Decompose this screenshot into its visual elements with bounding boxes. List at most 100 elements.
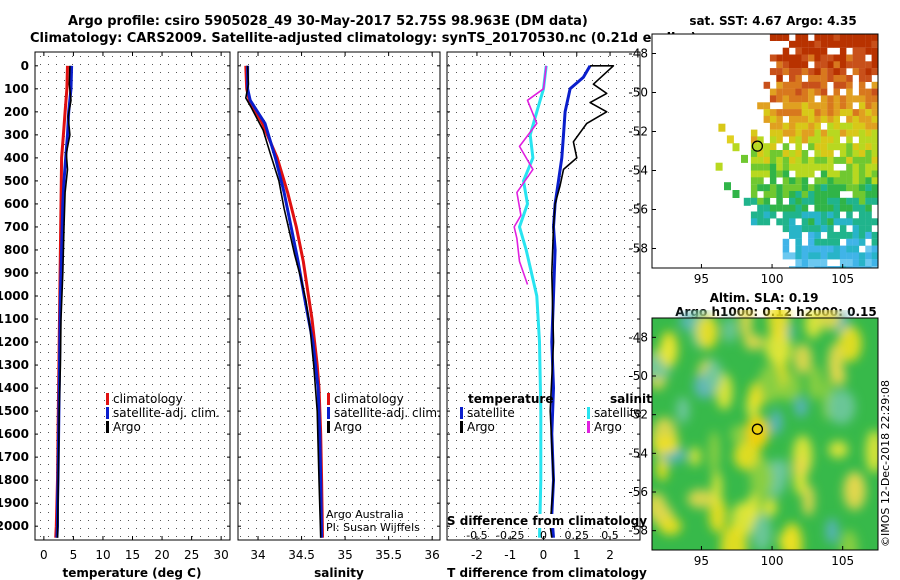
sst-cell <box>852 204 860 212</box>
sst-cell <box>801 204 809 212</box>
sst-cell <box>827 68 834 76</box>
sst-cell <box>871 266 878 268</box>
sst-cell <box>789 88 796 96</box>
sst-cell <box>808 88 815 96</box>
sst-cell <box>865 163 872 171</box>
sst-cell <box>846 177 853 185</box>
sst-cell <box>814 40 821 48</box>
sst-cell <box>839 252 847 260</box>
sst-cell <box>827 143 834 151</box>
sst-cell <box>827 150 834 157</box>
legend-label-climatology: climatology <box>334 392 404 406</box>
sst-cell <box>808 109 815 117</box>
sst-cell <box>858 143 866 151</box>
sst-cell <box>757 177 764 185</box>
sst-cell <box>846 81 853 89</box>
sst-cell <box>858 218 866 226</box>
sst-cell <box>839 34 847 41</box>
sst-cell <box>718 123 726 132</box>
sst-cell <box>820 218 828 226</box>
sst-cell <box>858 184 866 192</box>
sst-cell <box>833 102 840 110</box>
sst-cell <box>782 170 790 178</box>
sst-cell <box>865 218 872 226</box>
sst-cell <box>858 156 866 164</box>
sst-cell <box>795 143 802 151</box>
sst-cell <box>795 266 802 268</box>
sst-cell <box>808 238 815 246</box>
sst-cell <box>878 143 885 150</box>
top-tick-label: 0.25 <box>565 529 590 542</box>
sst-cell <box>782 122 790 130</box>
sst-cell <box>782 184 790 192</box>
sst-cell <box>776 61 783 69</box>
sst-cell <box>833 238 840 246</box>
sst-cell <box>858 115 866 123</box>
x-tick-label: 20 <box>154 548 169 562</box>
depth-tick-label: 1200 <box>0 335 29 349</box>
sst-cell <box>789 115 796 123</box>
sst-cell <box>820 75 828 82</box>
series-line-s-satellite <box>518 65 548 538</box>
sst-cell <box>878 123 885 130</box>
sst-cell <box>846 184 853 192</box>
sst-cell <box>858 136 866 144</box>
legend-label-t-satellite: satellite <box>467 406 515 420</box>
sst-cell <box>795 163 802 171</box>
sst-cell <box>833 136 840 144</box>
sla-blob <box>781 522 803 550</box>
sst-cell <box>839 122 847 130</box>
sst-cell <box>871 197 878 205</box>
sst-cell <box>789 75 796 82</box>
temperature-x-ticks: 0 5 10 15 20 25 30 <box>40 52 229 562</box>
sst-cell <box>852 129 860 137</box>
x-tick-label: 0 <box>40 548 48 562</box>
sst-cell <box>769 68 777 76</box>
sst-cell <box>833 109 840 117</box>
depth-tick-label: 2000 <box>0 519 29 533</box>
sst-cell <box>858 150 866 157</box>
sst-cell <box>757 136 764 144</box>
legend-swatch-s-satellite <box>587 407 590 419</box>
sst-cell <box>801 136 809 144</box>
sst-cell <box>878 109 885 116</box>
sst-cell <box>789 136 796 144</box>
sst-cell <box>827 184 834 192</box>
sst-cell <box>878 198 885 205</box>
sst-cell <box>750 177 758 185</box>
sst-cell <box>820 109 828 117</box>
sst-cell <box>846 34 853 41</box>
sst-cell <box>839 68 847 76</box>
sst-cell <box>782 156 790 164</box>
sst-cell <box>871 184 878 192</box>
sst-cell <box>763 204 771 212</box>
depth-tick-label: 1800 <box>0 473 29 487</box>
sst-cell <box>839 95 847 103</box>
argo-float-location-marker <box>751 140 764 152</box>
sst-cell <box>833 81 840 89</box>
sla-blob <box>689 446 701 467</box>
map-x-tick-label: 95 <box>694 554 709 568</box>
sst-cell <box>878 82 885 89</box>
sst-cell <box>878 48 885 55</box>
sst-cell <box>750 156 758 164</box>
sst-cell <box>789 191 796 198</box>
sst-cell <box>808 225 815 233</box>
sst-cell <box>833 177 840 185</box>
sst-cell <box>865 211 872 219</box>
sst-cell <box>750 184 758 192</box>
top-tick-label: -0.25 <box>496 529 524 542</box>
sst-cell <box>846 88 853 96</box>
sst-cell <box>852 122 860 130</box>
sst-cell <box>871 231 878 239</box>
sst-cell <box>871 34 878 41</box>
sst-cell <box>858 204 866 212</box>
sst-map-ticks: 95 100 105 -48 -50 -52 -54 -56 -58 <box>628 47 854 287</box>
temperature-lines <box>54 65 74 538</box>
sst-cell <box>846 238 853 246</box>
sst-cell <box>865 75 872 82</box>
top-tick-label: 0 <box>540 529 547 542</box>
sst-cell <box>801 47 809 55</box>
sst-cell <box>776 170 783 178</box>
sst-cell <box>789 184 796 192</box>
